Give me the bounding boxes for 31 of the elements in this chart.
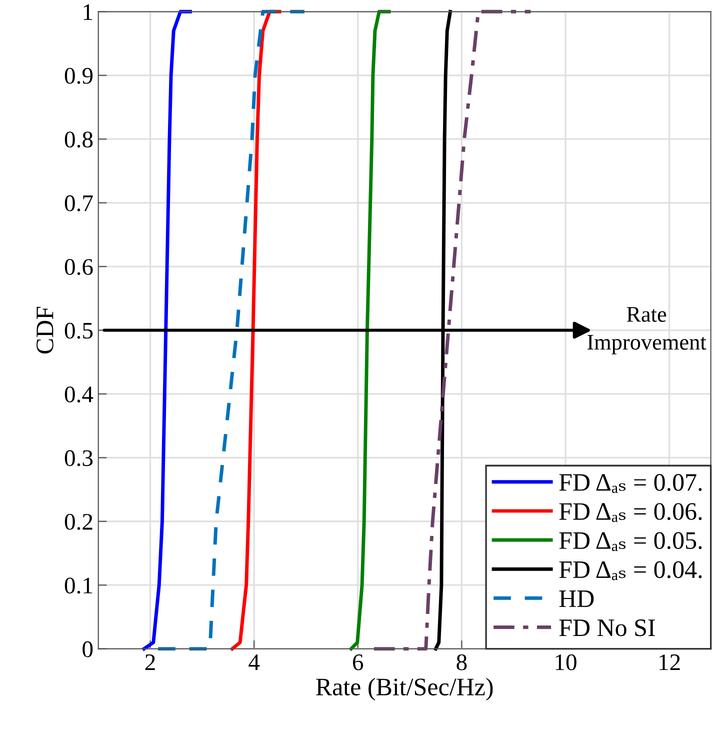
y-tick-label: 0.1: [64, 578, 92, 594]
y-axis-title: CDF: [36, 306, 54, 354]
y-tick-label: 0.4: [64, 386, 94, 402]
legend-label: FD Δₐₛ = 0.04.: [559, 561, 702, 580]
y-tick-label: 0.8: [64, 132, 93, 148]
legend-label: FD Δₐₛ = 0.06.: [559, 503, 702, 522]
legend-label: FD Δₐₛ = 0.07.: [559, 474, 702, 493]
y-tick-label: 0: [82, 641, 93, 658]
line-series: [142, 10, 192, 651]
x-tick-label: 6: [352, 654, 364, 670]
line-series: [230, 10, 282, 651]
x-tick-label: 2: [145, 654, 155, 670]
annotation: Rate Improvement: [587, 307, 706, 354]
y-tick-label: 0.9: [64, 68, 93, 84]
x-tick-label: 12: [660, 654, 680, 670]
y-tick-label: 0.6: [64, 259, 93, 276]
y-tick-label: 0.3: [64, 450, 93, 466]
y-tick-label: 1: [84, 4, 92, 20]
x-tick-label: 4: [248, 654, 260, 670]
line-series: [156, 10, 306, 651]
legend-label: FD No SI: [559, 619, 655, 636]
x-tick-label: 10: [556, 654, 576, 670]
line-series: [349, 10, 391, 651]
x-tick-label: 8: [456, 654, 467, 670]
y-tick-label: 0.7: [64, 195, 93, 212]
x-axis-title: Rate (Bit/Sec/Hz): [316, 678, 493, 701]
legend-label: FD Δₐₛ = 0.05.: [559, 532, 702, 552]
y-tick-label: 0.2: [64, 514, 92, 530]
legend-label: HD: [559, 590, 594, 607]
y-tick-label: 0.5: [64, 322, 93, 339]
line-series: [372, 10, 532, 651]
